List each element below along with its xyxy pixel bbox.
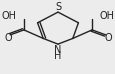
Text: N: N [54,45,61,55]
Text: OH: OH [2,11,17,21]
Text: S: S [55,2,60,12]
Text: OH: OH [98,11,113,21]
Text: O: O [4,33,12,43]
Text: O: O [103,33,111,43]
Text: H: H [54,51,61,61]
